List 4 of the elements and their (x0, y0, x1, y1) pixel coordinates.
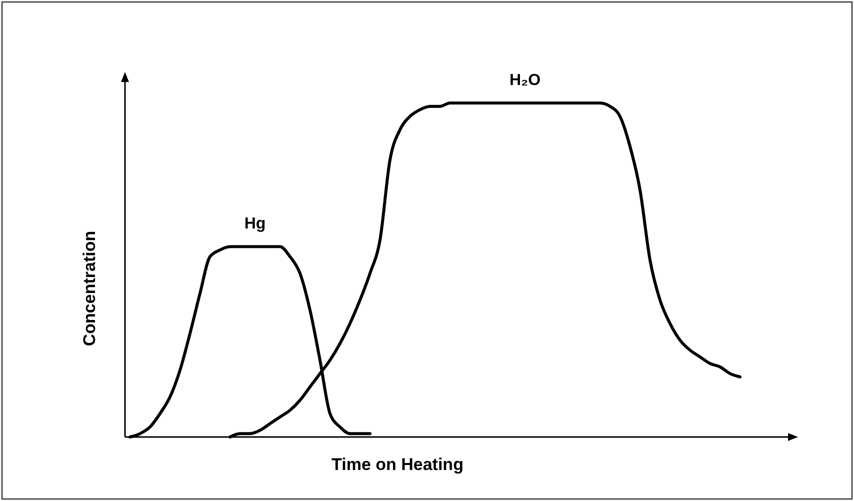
x-axis-title: Time on Heating (332, 455, 464, 474)
series-label: H₂O (509, 72, 541, 89)
y-axis-title: Concentration (80, 230, 99, 346)
series-label: Hg (244, 216, 266, 233)
